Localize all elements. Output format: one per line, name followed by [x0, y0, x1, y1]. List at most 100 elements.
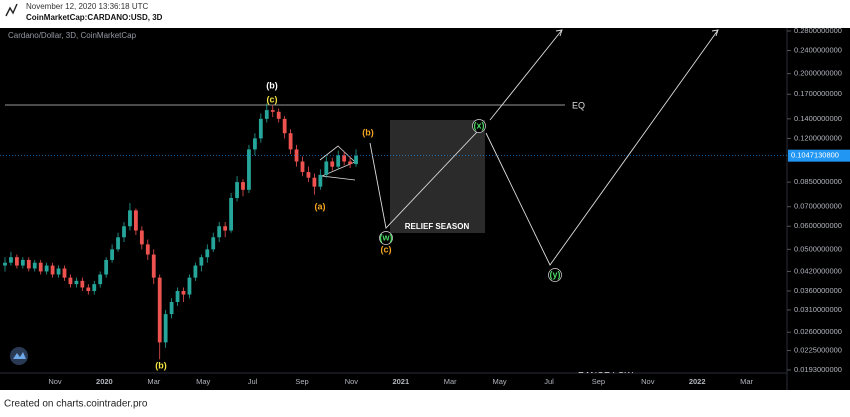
x-tick-label: May — [196, 377, 210, 386]
footer: Created on charts.cointrader.pro — [4, 399, 148, 410]
candle-body — [258, 118, 263, 139]
candle-body — [324, 161, 329, 175]
candle-body — [336, 155, 341, 167]
y-tick-label: 0.1200000000 — [794, 133, 842, 142]
candle-body — [306, 172, 311, 178]
candle-body — [9, 257, 13, 263]
candle-body — [276, 111, 281, 119]
x-tick-label: Nov — [48, 377, 62, 386]
x-tick-label: Nov — [345, 377, 359, 386]
candle-body — [264, 110, 269, 119]
candle-body — [294, 149, 299, 162]
candle-body — [312, 177, 317, 187]
wave-label: (b) — [266, 80, 278, 90]
candle-body — [211, 237, 216, 250]
candle-body — [181, 290, 186, 295]
y-tick-label: 0.2800000000 — [794, 26, 842, 35]
y-tick-label: 0.0193000000 — [794, 365, 842, 374]
candle-body — [116, 237, 120, 250]
y-tick-label: 0.2000000000 — [794, 69, 842, 78]
y-tick-label: 0.0360000000 — [794, 286, 842, 295]
x-tick-label: Mar — [740, 377, 753, 386]
candle-body — [187, 277, 192, 295]
candle-body — [80, 280, 85, 288]
y-tick-label: 0.1400000000 — [794, 114, 842, 123]
candle-body — [223, 226, 228, 231]
last-price-label: 0.1047130800 — [791, 151, 839, 160]
box-label: RELIEF SEASON — [405, 222, 470, 231]
candle-body — [50, 265, 55, 275]
y-tick-label: 0.0225000000 — [794, 346, 842, 355]
x-tick-label: Mar — [147, 377, 160, 386]
candle-body — [348, 161, 352, 165]
drawings: RANGE LOW — [5, 29, 719, 380]
candle-body — [20, 259, 25, 266]
x-tick-label: Jul — [248, 377, 258, 386]
candle-body — [247, 149, 251, 190]
wave-label: (w) — [380, 232, 393, 242]
relief-box — [390, 120, 485, 233]
y-tick-label: 0.0500000000 — [794, 244, 842, 253]
candle-body — [44, 265, 49, 272]
candle-body — [56, 268, 61, 275]
y-tick-label: 0.0700000000 — [794, 202, 842, 211]
y-tick-label: 0.0850000000 — [794, 177, 842, 186]
x-tick-label: Sep — [592, 377, 605, 386]
wave-label: (y) — [550, 269, 561, 279]
candle-body — [157, 277, 162, 343]
range-low-label: RANGE LOW — [578, 370, 634, 380]
candle-body — [354, 155, 358, 165]
candle-body — [193, 265, 198, 278]
x-tick-label: Nov — [641, 377, 655, 386]
candle-body — [86, 287, 91, 291]
candle-body — [110, 249, 114, 260]
projection — [369, 131, 478, 229]
arrowheads — [555, 29, 719, 37]
x-tick-label: May — [493, 377, 507, 386]
candle-body — [205, 249, 210, 258]
y-tick-label: 0.0600000000 — [794, 221, 842, 230]
candles — [3, 103, 358, 360]
candle-body — [128, 210, 132, 227]
y-tick-label: 0.0260000000 — [794, 327, 842, 336]
candle-body — [3, 262, 7, 266]
wave-label: (b) — [362, 127, 374, 137]
candle-body — [288, 133, 293, 150]
wave-marker — [379, 231, 393, 245]
wave-label: (c) — [381, 244, 392, 254]
candle-body — [139, 230, 144, 245]
y-tick-label: 0.0310000000 — [794, 305, 842, 314]
candle-body — [62, 268, 67, 278]
candle-body — [68, 277, 73, 285]
projection — [485, 29, 719, 266]
x-tick-label: Jul — [544, 377, 554, 386]
candle-body — [104, 259, 109, 275]
candle-body — [199, 257, 204, 266]
x-tick-label: 2022 — [689, 377, 706, 386]
candle-body — [253, 138, 257, 150]
timestamp: November 12, 2020 13:36:18 UTC — [26, 2, 149, 11]
wave-label: (b) — [155, 360, 167, 370]
candle-body — [229, 197, 233, 231]
y-tick-label: 0.1700000000 — [794, 89, 842, 98]
candle-body — [217, 226, 222, 238]
chart-title: Cardano/Dollar, 3D, CoinMarketCap — [8, 31, 137, 40]
candle-body — [134, 210, 138, 231]
wave-marker — [472, 119, 486, 133]
y-tick-label: 0.2400000000 — [794, 46, 842, 55]
candle-body — [26, 259, 31, 269]
wave-label: (c) — [267, 94, 278, 104]
wave-label: (a) — [315, 201, 326, 211]
candle-body — [300, 161, 305, 173]
wave-marker — [548, 268, 562, 282]
last-price-box — [788, 149, 850, 162]
candle-body — [38, 262, 43, 272]
candle-body — [169, 302, 174, 315]
eq-label: EQ — [572, 100, 585, 110]
candle-body — [282, 118, 287, 134]
candle-body — [241, 182, 245, 190]
candle-body — [15, 257, 19, 266]
candle-body — [163, 314, 168, 343]
candle-body — [175, 290, 180, 303]
